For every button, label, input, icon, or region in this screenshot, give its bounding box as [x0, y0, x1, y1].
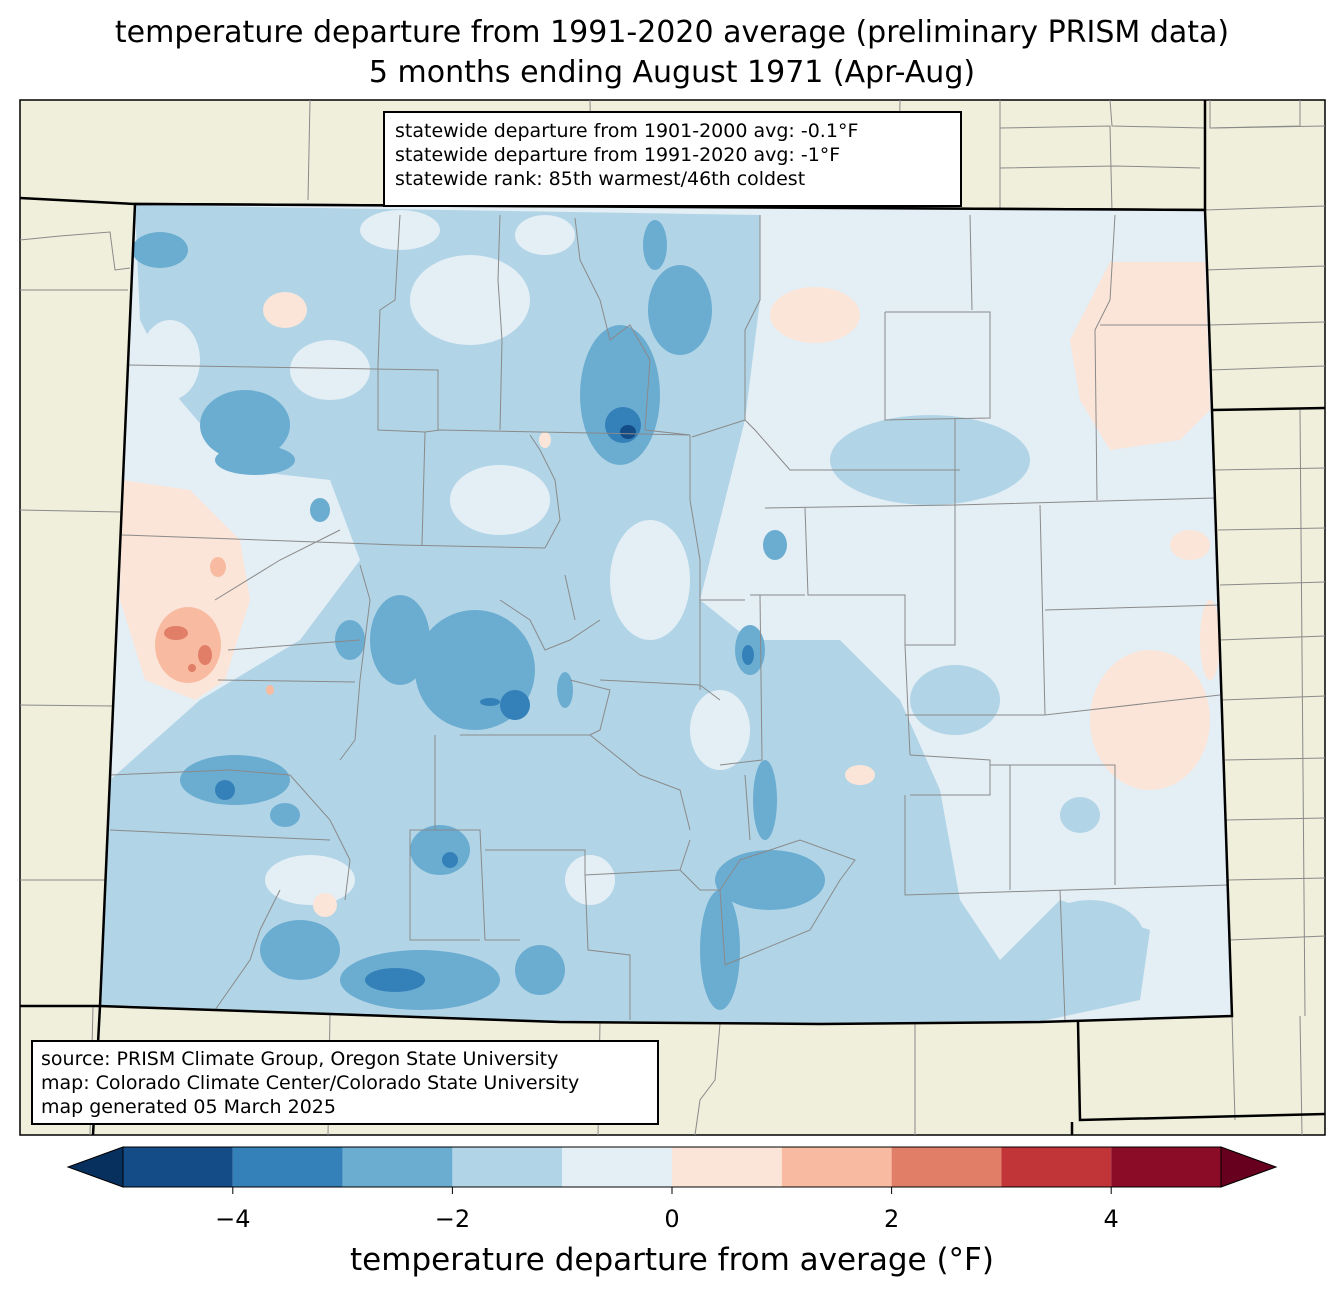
statewide-stats-box: statewide departure from 1901-2000 avg: … [383, 111, 962, 207]
stats-line-3: statewide rank: 85th warmest/46th coldes… [395, 168, 806, 190]
colorbar-label: temperature departure from average (°F) [350, 1242, 994, 1278]
stats-line-2: statewide departure from 1991-2020 avg: … [395, 144, 841, 166]
band-minus3-minus2 [132, 220, 825, 1010]
band-minus5-minus4 [620, 425, 636, 439]
stats-line-1: statewide departure from 1901-2000 avg: … [395, 120, 859, 142]
credits-line-2: map: Colorado Climate Center/Colorado St… [41, 1072, 580, 1094]
anomaly-field [100, 204, 1232, 1024]
band-2-3 [164, 626, 212, 672]
credits-line-3: map generated 05 March 2025 [41, 1096, 336, 1118]
county-lines [109, 214, 1231, 1021]
map-subtitle: 5 months ending August 1971 (Apr-Aug) [368, 55, 976, 90]
credits-box: source: PRISM Climate Group, Oregon Stat… [31, 1040, 659, 1125]
map-title: temperature departure from 1991-2020 ave… [114, 15, 1230, 50]
colorado-border [98, 202, 1234, 1026]
credits-line-1: source: PRISM Climate Group, Oregon Stat… [41, 1048, 559, 1070]
